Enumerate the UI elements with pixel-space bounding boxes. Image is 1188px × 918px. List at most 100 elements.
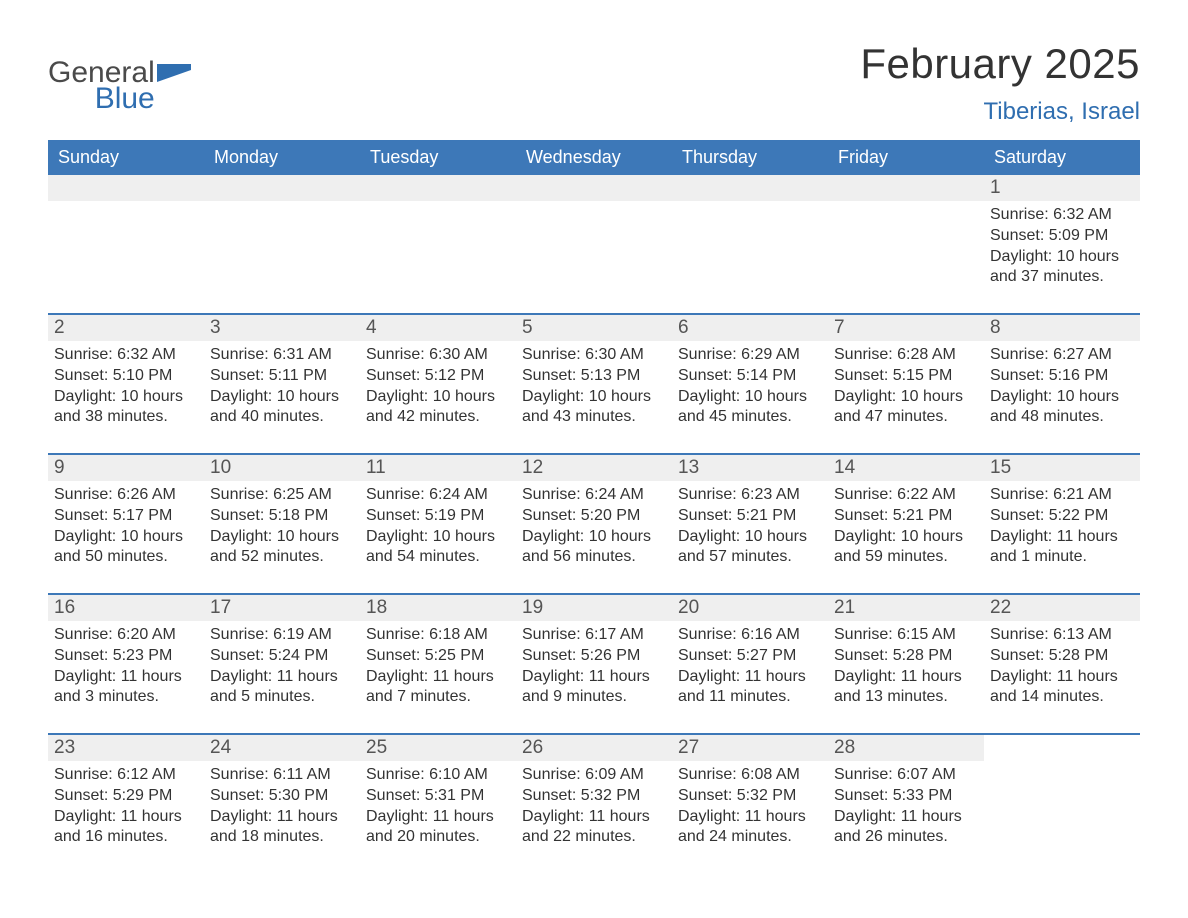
day-cell: 19Sunrise: 6:17 AMSunset: 5:26 PMDayligh… <box>516 595 672 715</box>
day-number <box>204 175 360 201</box>
day-cell: 27Sunrise: 6:08 AMSunset: 5:32 PMDayligh… <box>672 735 828 855</box>
daylight-line: Daylight: 11 hours and 22 minutes. <box>522 807 664 849</box>
sunset-line: Sunset: 5:28 PM <box>834 646 976 667</box>
day-number: 15 <box>984 455 1140 481</box>
sunset-line: Sunset: 5:15 PM <box>834 366 976 387</box>
day-number: 24 <box>204 735 360 761</box>
month-title: February 2025 <box>860 40 1140 88</box>
day-number: 17 <box>204 595 360 621</box>
brand-logo: General Blue <box>48 40 191 114</box>
week-row: 16Sunrise: 6:20 AMSunset: 5:23 PMDayligh… <box>48 593 1140 715</box>
sunrise-line: Sunrise: 6:30 AM <box>366 345 508 366</box>
daylight-line: Daylight: 11 hours and 1 minute. <box>990 527 1132 569</box>
day-info: Sunrise: 6:11 AMSunset: 5:30 PMDaylight:… <box>210 765 352 848</box>
sunrise-line: Sunrise: 6:32 AM <box>54 345 196 366</box>
day-number: 2 <box>48 315 204 341</box>
day-cell: 24 Sunrise: 6:11 AMSunset: 5:30 PMDayligh… <box>204 735 360 855</box>
day-number: 14 <box>828 455 984 481</box>
day-cell: 6Sunrise: 6:29 AMSunset: 5:14 PMDaylight… <box>672 315 828 435</box>
day-cell: 3Sunrise: 6:31 AMSunset: 5:11 PMDaylight… <box>204 315 360 435</box>
day-number: 18 <box>360 595 516 621</box>
day-cell: 10 Sunrise: 6:25 AMSunset: 5:18 PMDayligh… <box>204 455 360 575</box>
daylight-line: Daylight: 10 hours and 56 minutes. <box>522 527 664 569</box>
day-number: 6 <box>672 315 828 341</box>
sunset-line: Sunset: 5:32 PM <box>522 786 664 807</box>
day-cell: 22Sunrise: 6:13 AMSunset: 5:28 PMDayligh… <box>984 595 1140 715</box>
daylight-line: Daylight: 10 hours and 38 minutes. <box>54 387 196 429</box>
day-info: Sunrise: 6:25 AMSunset: 5:18 PMDaylight:… <box>210 485 352 568</box>
sunrise-line: Sunrise: 6:24 AM <box>522 485 664 506</box>
daylight-line: Daylight: 11 hours and 5 minutes. <box>210 667 352 709</box>
day-info: Sunrise: 6:24 AMSunset: 5:20 PMDaylight:… <box>522 485 664 568</box>
day-number: 25 <box>360 735 516 761</box>
sunset-line: Sunset: 5:33 PM <box>834 786 976 807</box>
flag-icon <box>157 64 191 88</box>
weeks-container: 1Sunrise: 6:32 AMSunset: 5:09 PMDaylight… <box>48 175 1140 855</box>
dayhead-thu: Thursday <box>672 140 828 175</box>
day-cell: 14Sunrise: 6:22 AMSunset: 5:21 PMDayligh… <box>828 455 984 575</box>
sunrise-line: Sunrise: 6:24 AM <box>366 485 508 506</box>
sunset-line: Sunset: 5:24 PM <box>210 646 352 667</box>
sunrise-line: Sunrise: 6:17 AM <box>522 625 664 646</box>
day-info: Sunrise: 6:30 AMSunset: 5:12 PMDaylight:… <box>366 345 508 428</box>
day-info: Sunrise: 6:24 AMSunset: 5:19 PMDaylight:… <box>366 485 508 568</box>
day-info: Sunrise: 6:16 AMSunset: 5:27 PMDaylight:… <box>678 625 820 708</box>
day-number: 11 <box>360 455 516 481</box>
sunrise-line: Sunrise: 6:07 AM <box>834 765 976 786</box>
daylight-line: Daylight: 11 hours and 18 minutes. <box>210 807 352 849</box>
day-cell: 21Sunrise: 6:15 AMSunset: 5:28 PMDayligh… <box>828 595 984 715</box>
day-number: 28 <box>828 735 984 761</box>
day-cell: 4Sunrise: 6:30 AMSunset: 5:12 PMDaylight… <box>360 315 516 435</box>
sunrise-line: Sunrise: 6:27 AM <box>990 345 1132 366</box>
sunrise-line: Sunrise: 6:19 AM <box>210 625 352 646</box>
sunrise-line: Sunrise: 6:21 AM <box>990 485 1132 506</box>
sunrise-line: Sunrise: 6:16 AM <box>678 625 820 646</box>
sunset-line: Sunset: 5:30 PM <box>210 786 352 807</box>
daylight-line: Daylight: 10 hours and 57 minutes. <box>678 527 820 569</box>
daylight-line: Daylight: 10 hours and 59 minutes. <box>834 527 976 569</box>
daylight-line: Daylight: 11 hours and 13 minutes. <box>834 667 976 709</box>
week-row: 2 Sunrise: 6:32 AMSunset: 5:10 PMDaylight… <box>48 313 1140 435</box>
sunset-line: Sunset: 5:27 PM <box>678 646 820 667</box>
day-number <box>672 175 828 201</box>
daylight-line: Daylight: 11 hours and 24 minutes. <box>678 807 820 849</box>
day-info: Sunrise: 6:32 AMSunset: 5:09 PMDaylight:… <box>990 205 1132 288</box>
day-info: Sunrise: 6:30 AMSunset: 5:13 PMDaylight:… <box>522 345 664 428</box>
day-cell: 17 Sunrise: 6:19 AMSunset: 5:24 PMDayligh… <box>204 595 360 715</box>
day-number: 8 <box>984 315 1140 341</box>
sunrise-line: Sunrise: 6:28 AM <box>834 345 976 366</box>
day-number: 10 <box>204 455 360 481</box>
sunrise-line: Sunrise: 6:26 AM <box>54 485 196 506</box>
sunrise-line: Sunrise: 6:11 AM <box>210 765 352 786</box>
sunset-line: Sunset: 5:29 PM <box>54 786 196 807</box>
day-number: 12 <box>516 455 672 481</box>
sunrise-line: Sunrise: 6:08 AM <box>678 765 820 786</box>
sunset-line: Sunset: 5:31 PM <box>366 786 508 807</box>
brand-text: General Blue <box>48 58 155 114</box>
page-header: General Blue February 2025 Tiberias, Isr… <box>48 40 1140 126</box>
calendar: Sunday Monday Tuesday Wednesday Thursday… <box>48 140 1140 855</box>
sunrise-line: Sunrise: 6:30 AM <box>522 345 664 366</box>
day-cell: 16Sunrise: 6:20 AMSunset: 5:23 PMDayligh… <box>48 595 204 715</box>
day-info: Sunrise: 6:12 AMSunset: 5:29 PMDaylight:… <box>54 765 196 848</box>
day-cell: 18Sunrise: 6:18 AMSunset: 5:25 PMDayligh… <box>360 595 516 715</box>
daylight-line: Daylight: 11 hours and 9 minutes. <box>522 667 664 709</box>
sunrise-line: Sunrise: 6:31 AM <box>210 345 352 366</box>
sunrise-line: Sunrise: 6:32 AM <box>990 205 1132 226</box>
day-info: Sunrise: 6:07 AMSunset: 5:33 PMDaylight:… <box>834 765 976 848</box>
day-info: Sunrise: 6:20 AMSunset: 5:23 PMDaylight:… <box>54 625 196 708</box>
sunrise-line: Sunrise: 6:18 AM <box>366 625 508 646</box>
daylight-line: Daylight: 11 hours and 3 minutes. <box>54 667 196 709</box>
day-info: Sunrise: 6:32 AMSunset: 5:10 PMDaylight:… <box>54 345 196 428</box>
day-info: Sunrise: 6:19 AMSunset: 5:24 PMDaylight:… <box>210 625 352 708</box>
day-info: Sunrise: 6:27 AMSunset: 5:16 PMDaylight:… <box>990 345 1132 428</box>
day-number: 26 <box>516 735 672 761</box>
sunrise-line: Sunrise: 6:15 AM <box>834 625 976 646</box>
daylight-line: Daylight: 10 hours and 37 minutes. <box>990 247 1132 289</box>
sunrise-line: Sunrise: 6:29 AM <box>678 345 820 366</box>
day-cell: 1Sunrise: 6:32 AMSunset: 5:09 PMDaylight… <box>984 175 1140 295</box>
sunrise-line: Sunrise: 6:23 AM <box>678 485 820 506</box>
sunset-line: Sunset: 5:32 PM <box>678 786 820 807</box>
daylight-line: Daylight: 11 hours and 16 minutes. <box>54 807 196 849</box>
day-number <box>360 175 516 201</box>
